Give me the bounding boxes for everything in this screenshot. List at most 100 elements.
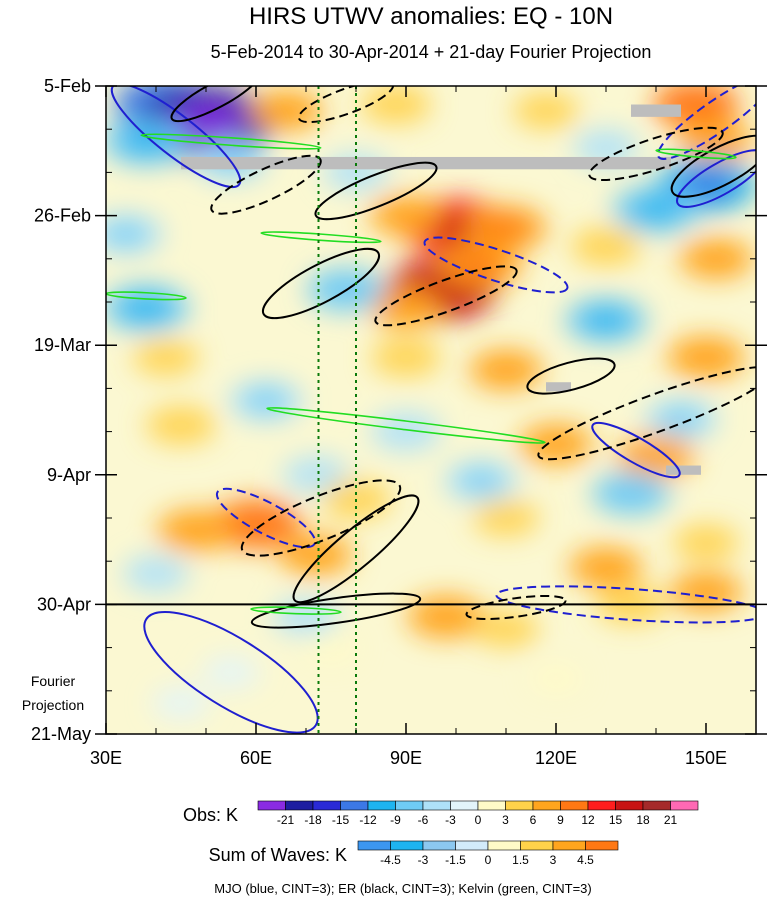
colorbar-swatch [395,800,424,811]
contour-legend: MJO (blue, CINT=3); ER (black, CINT=3); … [214,881,591,896]
colorbar-swatch [450,800,479,811]
anomaly-cell [152,687,210,720]
y-tick-label: 19-Mar [34,335,91,355]
x-tick-label: 150E [685,748,727,768]
kelvin-contour [250,606,342,615]
colorbar-tick-label: 3 [502,813,509,827]
colorbar-swatch [340,800,369,811]
colorbar-tick-label: -12 [359,813,377,827]
colorbar-tick-label: 0 [475,813,482,827]
colorbar-tick-label: 15 [609,813,623,827]
anomaly-core [243,389,289,413]
anomaly-cell [673,524,739,561]
anomaly-core [533,432,579,456]
colorbar-tick-label: 21 [664,813,678,827]
colorbar-swatch [520,840,554,851]
anomaly-core [581,307,631,334]
mjo-contour [423,236,569,294]
anomaly-cell [473,610,539,648]
anomaly-cell [360,86,432,125]
anomaly-core [120,294,172,322]
colorbar-swatch [615,800,644,811]
colorbar-tick-label: 9 [557,813,564,827]
colorbar-tick-label: 3 [550,853,557,867]
colorbar-tick-label: -4.5 [380,853,401,867]
y-tick-label: 5-Feb [44,76,91,96]
er-contour [537,365,756,461]
anomaly-cell [513,92,579,129]
colorbar-swatch [560,800,589,811]
anomaly-cell [370,338,442,378]
anomaly-core [483,358,529,382]
er-contour [588,126,724,182]
colorbar-tick-label: 4.5 [577,853,594,867]
y-tick-label: 26-Feb [34,206,91,226]
colorbar-swatch [487,840,521,851]
colorbar-swatch [552,840,586,851]
anomaly-cell [570,226,642,266]
x-tick-label: 90E [390,748,422,768]
waves-colorbar: Sum of Waves: K -4.5 -3 -1.5 0 1.5 3 4.5 [209,840,619,867]
colorbar-tick-label: 12 [581,813,595,827]
waves-legend-label: Sum of Waves: K [209,845,347,865]
colorbar-swatch [642,800,671,811]
anomaly-core [682,345,730,370]
mjo-contour [143,610,319,734]
colorbar-swatch [312,800,341,811]
colorbar-swatch [455,840,489,851]
anomaly-core [383,296,429,320]
colorbar-swatch [532,800,561,811]
anomaly-cell [133,339,199,376]
colorbar-tick-label: 0 [485,853,492,867]
missing-data-region [666,465,701,475]
wave-contours [106,86,756,734]
colorbar-swatch [585,840,619,851]
er-contour [670,134,756,198]
plot-area [106,86,756,734]
er-contour [374,265,518,327]
er-contour [297,86,395,124]
mjo-contour [591,421,681,479]
y-tick-label: 30-Apr [37,594,91,614]
colorbar-swatch [505,800,534,811]
anomaly-core [228,509,284,539]
missing-data-region [631,104,681,117]
y-tick-label: 9-Apr [47,465,91,485]
anomaly-core [693,129,739,154]
colorbar-tick-label: 1.5 [512,853,529,867]
reference-longitudes [317,86,357,734]
x-tick-label: 30E [90,748,122,768]
y-tick-label: 21-May [31,724,91,744]
obs-legend-label: Obs: K [183,805,238,825]
anomaly-core [583,555,629,579]
chart-subtitle: 5-Feb-2014 to 30-Apr-2014 + 21-day Fouri… [211,42,652,62]
kelvin-contour [655,148,737,160]
er-contour [314,161,438,221]
anomaly-cell [283,456,349,494]
anomaly-core [676,169,736,201]
er-contour [292,494,420,604]
x-tick-label: 120E [535,748,577,768]
obs-colorbar: Obs: K -21 -18 -15 -12 -9 -6 -3 0 3 6 9 12 15 18 21 [183,800,699,827]
kelvin-contour [266,407,546,444]
colorbar-tick-label: -1.5 [445,853,466,867]
anomaly-core [263,99,309,123]
mjo-contour [656,86,756,160]
colorbar-swatch [257,800,286,811]
colorbar-tick-label: -18 [304,813,322,827]
er-contour [526,357,616,395]
anomaly-cell [202,656,260,689]
anomaly-core [658,407,704,431]
anomaly-cell [573,129,639,167]
anomaly-core [607,481,655,506]
colorbar-tick-label: -15 [332,813,350,827]
colorbar-tick-label: 6 [530,813,537,827]
kelvin-contour [140,133,322,150]
chart-title: HIRS UTWV anomalies: EQ - 10N [249,3,613,30]
anomaly-cell [529,663,583,694]
colorbar-swatch [390,840,424,851]
mjo-contour [495,585,756,624]
anomaly-core [172,518,220,543]
anomaly-core [693,247,739,271]
